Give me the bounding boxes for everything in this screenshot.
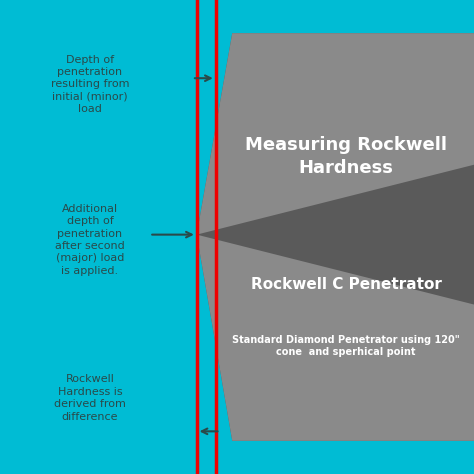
Text: Standard Diamond Penetrator using 120"
cone  and sperhical point: Standard Diamond Penetrator using 120" c…	[232, 335, 460, 357]
Polygon shape	[197, 235, 474, 441]
Text: Measuring Rockwell
Hardness: Measuring Rockwell Hardness	[245, 137, 447, 176]
Text: Additional
depth of
penetration
after second
(major) load
is applied.: Additional depth of penetration after se…	[55, 204, 125, 276]
Polygon shape	[197, 33, 474, 235]
Text: Rockwell C Penetrator: Rockwell C Penetrator	[251, 277, 441, 292]
Polygon shape	[197, 33, 474, 441]
Text: Rockwell
Hardness is
derived from
difference: Rockwell Hardness is derived from differ…	[54, 374, 126, 422]
Text: Depth of
penetration
resulting from
initial (minor)
load: Depth of penetration resulting from init…	[51, 55, 129, 114]
